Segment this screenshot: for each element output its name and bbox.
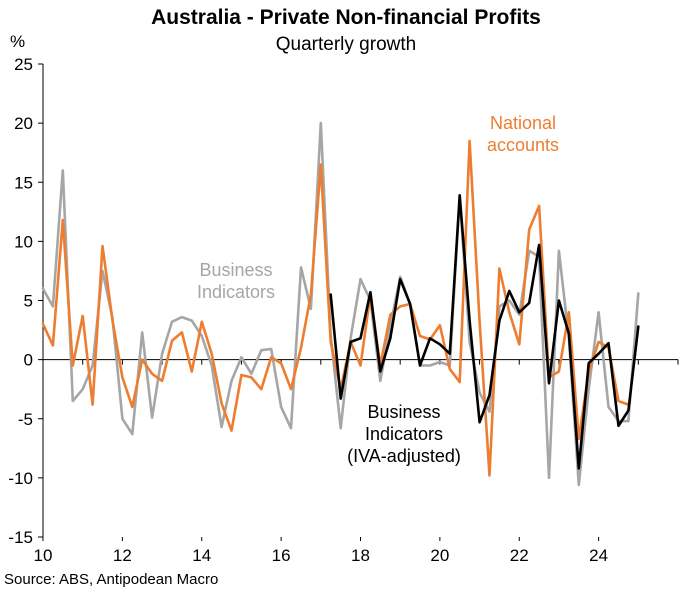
y-tick-label: 10: [14, 232, 33, 251]
axes: -15 -10 -5 0 5 10 15 20 25 10 12 14 16 18 20 22 24: [8, 55, 679, 565]
annotation-business: Indicators: [197, 282, 275, 302]
x-tick-label: 22: [510, 546, 529, 565]
y-tick-label: 20: [14, 114, 33, 133]
annotation-layer: BusinessIndicatorsNationalaccountsBusine…: [197, 113, 559, 466]
y-axis-unit: %: [10, 32, 25, 51]
chart-title: Australia - Private Non-financial Profit…: [151, 6, 541, 29]
x-tick-label: 20: [430, 546, 449, 565]
annotation-national: National: [490, 113, 556, 133]
y-tick-label: -10: [8, 469, 33, 488]
series-line-national: [41, 139, 630, 477]
y-tick-label: -5: [18, 410, 33, 429]
x-tick-label: 24: [589, 546, 608, 565]
series-line-iva: [329, 194, 640, 470]
annotation-iva: (IVA-adjusted): [347, 446, 461, 466]
annotation-iva: Business: [367, 402, 440, 422]
series-line-business: [41, 121, 640, 487]
series-layer: [41, 121, 640, 487]
x-tick-label: 12: [113, 546, 132, 565]
annotation-iva: Indicators: [365, 424, 443, 444]
x-tick-label: 16: [272, 546, 291, 565]
x-tick-label: 10: [34, 546, 53, 565]
y-tick-label: 5: [24, 292, 33, 311]
y-tick-label: -15: [8, 528, 33, 547]
y-tick-label: 0: [24, 351, 33, 370]
y-tick-label: 15: [14, 173, 33, 192]
annotation-business: Business: [199, 260, 272, 280]
chart-subtitle: Quarterly growth: [276, 34, 416, 55]
x-tick-label: 18: [351, 546, 370, 565]
annotation-national: accounts: [487, 135, 559, 155]
x-tick-label: 14: [192, 546, 211, 565]
source-note: Source: ABS, Antipodean Macro: [4, 571, 218, 588]
y-tick-label: 25: [14, 55, 33, 74]
